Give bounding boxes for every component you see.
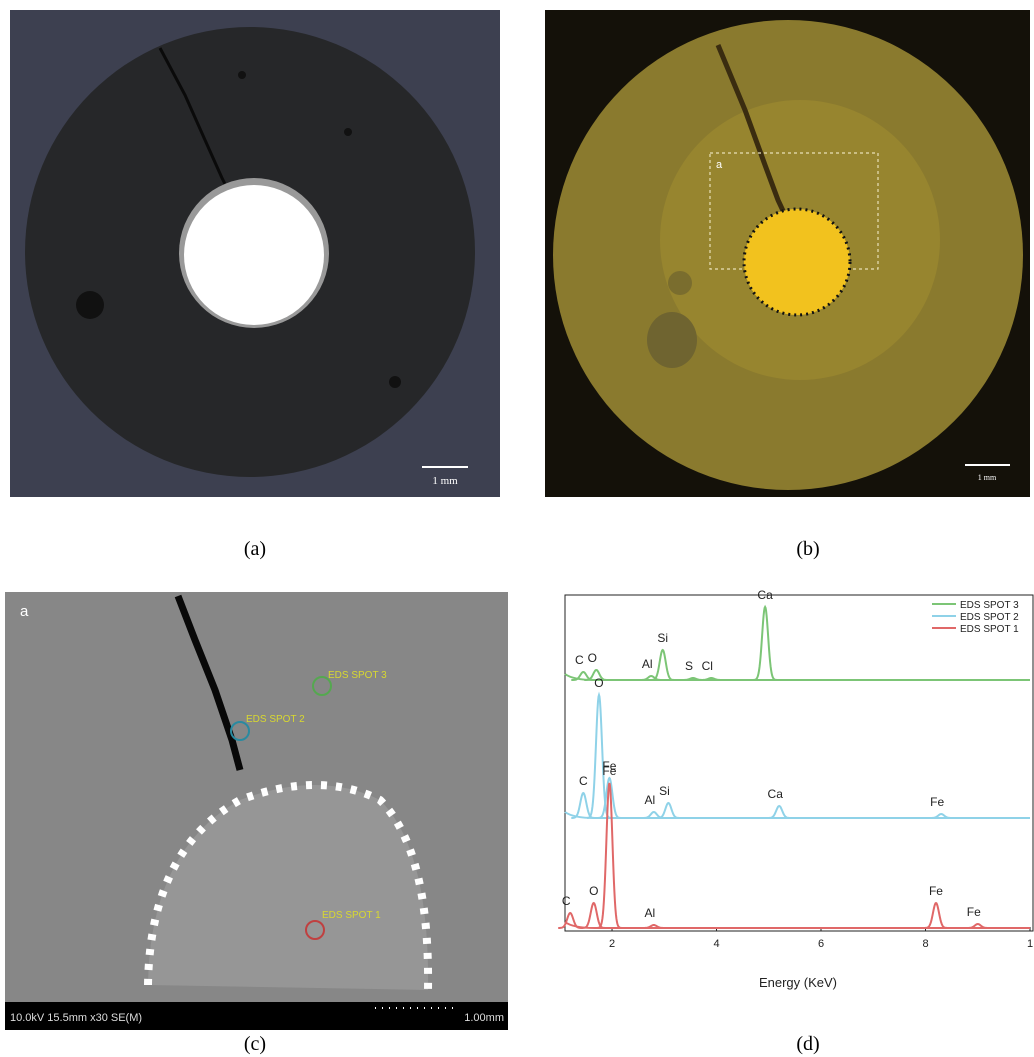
peak-label: C bbox=[579, 774, 588, 788]
peak-label: O bbox=[589, 884, 598, 898]
legend-label: EDS SPOT 3 bbox=[960, 600, 1019, 611]
peak-label: Fe bbox=[930, 795, 944, 809]
x-tick-label: 4 bbox=[713, 938, 719, 950]
x-tick-label: 6 bbox=[818, 938, 824, 950]
peak-label: Fe bbox=[967, 905, 981, 919]
spot-label: EDS SPOT 3 bbox=[328, 670, 387, 681]
spot-label: EDS SPOT 1 bbox=[322, 910, 381, 921]
plot-frame bbox=[565, 595, 1033, 931]
x-tick-label: 8 bbox=[922, 938, 928, 950]
peak-label: Si bbox=[657, 631, 668, 645]
peak-label: Al bbox=[644, 793, 655, 807]
peak-label: Fe bbox=[929, 884, 943, 898]
scale-bar-label: 1 mm bbox=[978, 473, 997, 482]
x-tick-label: 1 bbox=[1027, 938, 1033, 950]
peak-label: Al bbox=[644, 906, 655, 920]
legend-label: EDS SPOT 2 bbox=[960, 612, 1019, 623]
peak-label: Cl bbox=[702, 659, 713, 673]
scale-bar-label: 1 mm bbox=[432, 475, 458, 487]
legend-label: EDS SPOT 1 bbox=[960, 624, 1019, 635]
panel-b: a 1 mm (b) bbox=[545, 10, 1030, 560]
caption: (c) bbox=[244, 1033, 266, 1055]
peak-label: Fe bbox=[602, 764, 616, 778]
panel-c: a EDS SPOT 3 EDS SPOT 2 EDS SPOT 1 10.0k… bbox=[5, 592, 508, 1055]
x-axis-label: Energy (KeV) bbox=[759, 975, 837, 990]
caption: (a) bbox=[244, 538, 266, 560]
caption: (d) bbox=[796, 1033, 819, 1055]
peak-label: O bbox=[594, 676, 603, 690]
info-bar: 10.0kV 15.5mm x30 SE(M) bbox=[10, 1012, 142, 1024]
spot-label: EDS SPOT 2 bbox=[246, 714, 305, 725]
x-tick-label: 2 bbox=[609, 938, 615, 950]
region-label: a bbox=[20, 603, 29, 620]
peak-label: Ca bbox=[757, 588, 773, 602]
peak-label: Ca bbox=[768, 787, 784, 801]
region-label: a bbox=[716, 159, 723, 171]
peak-label: S bbox=[685, 659, 693, 673]
peak-label: C bbox=[562, 894, 571, 908]
panel-a: 1 mm (a) bbox=[10, 10, 500, 560]
peak-label: C bbox=[575, 653, 584, 667]
peak-label: Al bbox=[642, 657, 653, 671]
caption: (b) bbox=[796, 538, 819, 560]
peak-label: Si bbox=[659, 784, 670, 798]
scale-bar-label: 1.00mm bbox=[464, 1012, 504, 1024]
peak-label: O bbox=[588, 651, 597, 665]
figure: 1 mm (a) a 1 mm (b) a EDS SPOT 3 EDS SPO… bbox=[0, 0, 1034, 1057]
